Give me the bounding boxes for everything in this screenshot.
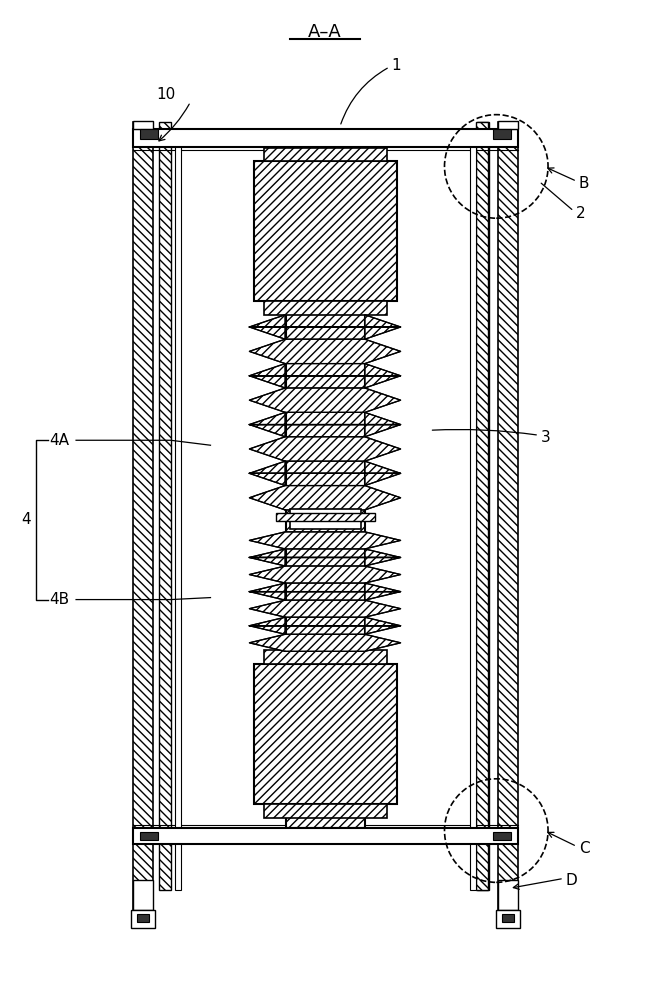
Bar — [496, 910, 520, 928]
Bar — [133, 129, 518, 147]
Bar — [174, 132, 180, 890]
Polygon shape — [249, 315, 400, 339]
Text: 1: 1 — [392, 58, 401, 73]
Bar — [286, 147, 365, 828]
Bar — [133, 121, 153, 129]
Bar — [133, 828, 518, 844]
Polygon shape — [249, 339, 400, 364]
Polygon shape — [249, 461, 400, 486]
Polygon shape — [249, 634, 400, 651]
Text: 3: 3 — [541, 430, 551, 445]
Polygon shape — [249, 364, 400, 388]
Text: B: B — [579, 176, 589, 191]
Text: D: D — [566, 873, 577, 888]
Polygon shape — [249, 437, 400, 461]
Text: 10: 10 — [156, 87, 175, 102]
Text: C: C — [579, 841, 590, 856]
Bar — [133, 122, 153, 910]
Bar — [133, 880, 153, 910]
Bar — [498, 880, 518, 910]
Bar — [137, 914, 149, 922]
Polygon shape — [249, 583, 400, 600]
Bar — [477, 122, 488, 890]
Bar — [264, 148, 387, 161]
Bar — [131, 910, 155, 928]
Bar — [471, 132, 477, 890]
Bar — [290, 509, 361, 529]
Bar — [498, 121, 518, 129]
Polygon shape — [249, 532, 400, 549]
Polygon shape — [249, 486, 400, 510]
Bar — [498, 122, 518, 910]
Polygon shape — [249, 388, 400, 412]
Bar — [493, 832, 511, 840]
Bar — [493, 129, 511, 139]
Text: 2: 2 — [576, 206, 585, 221]
Bar — [502, 914, 514, 922]
Polygon shape — [249, 412, 400, 437]
Text: A–A: A–A — [308, 23, 342, 41]
Bar — [477, 122, 490, 890]
Text: 4: 4 — [21, 512, 31, 527]
Polygon shape — [249, 600, 400, 617]
Polygon shape — [249, 566, 400, 583]
Bar — [255, 664, 396, 804]
Bar — [264, 301, 387, 315]
Bar — [140, 832, 158, 840]
Bar — [255, 161, 396, 301]
Polygon shape — [249, 549, 400, 566]
Bar — [276, 513, 375, 521]
Bar — [264, 650, 387, 664]
Text: 4B: 4B — [49, 592, 69, 607]
Polygon shape — [249, 617, 400, 634]
Text: 4A: 4A — [49, 433, 69, 448]
Bar — [264, 804, 387, 818]
Bar — [140, 129, 158, 139]
Bar — [159, 122, 171, 890]
